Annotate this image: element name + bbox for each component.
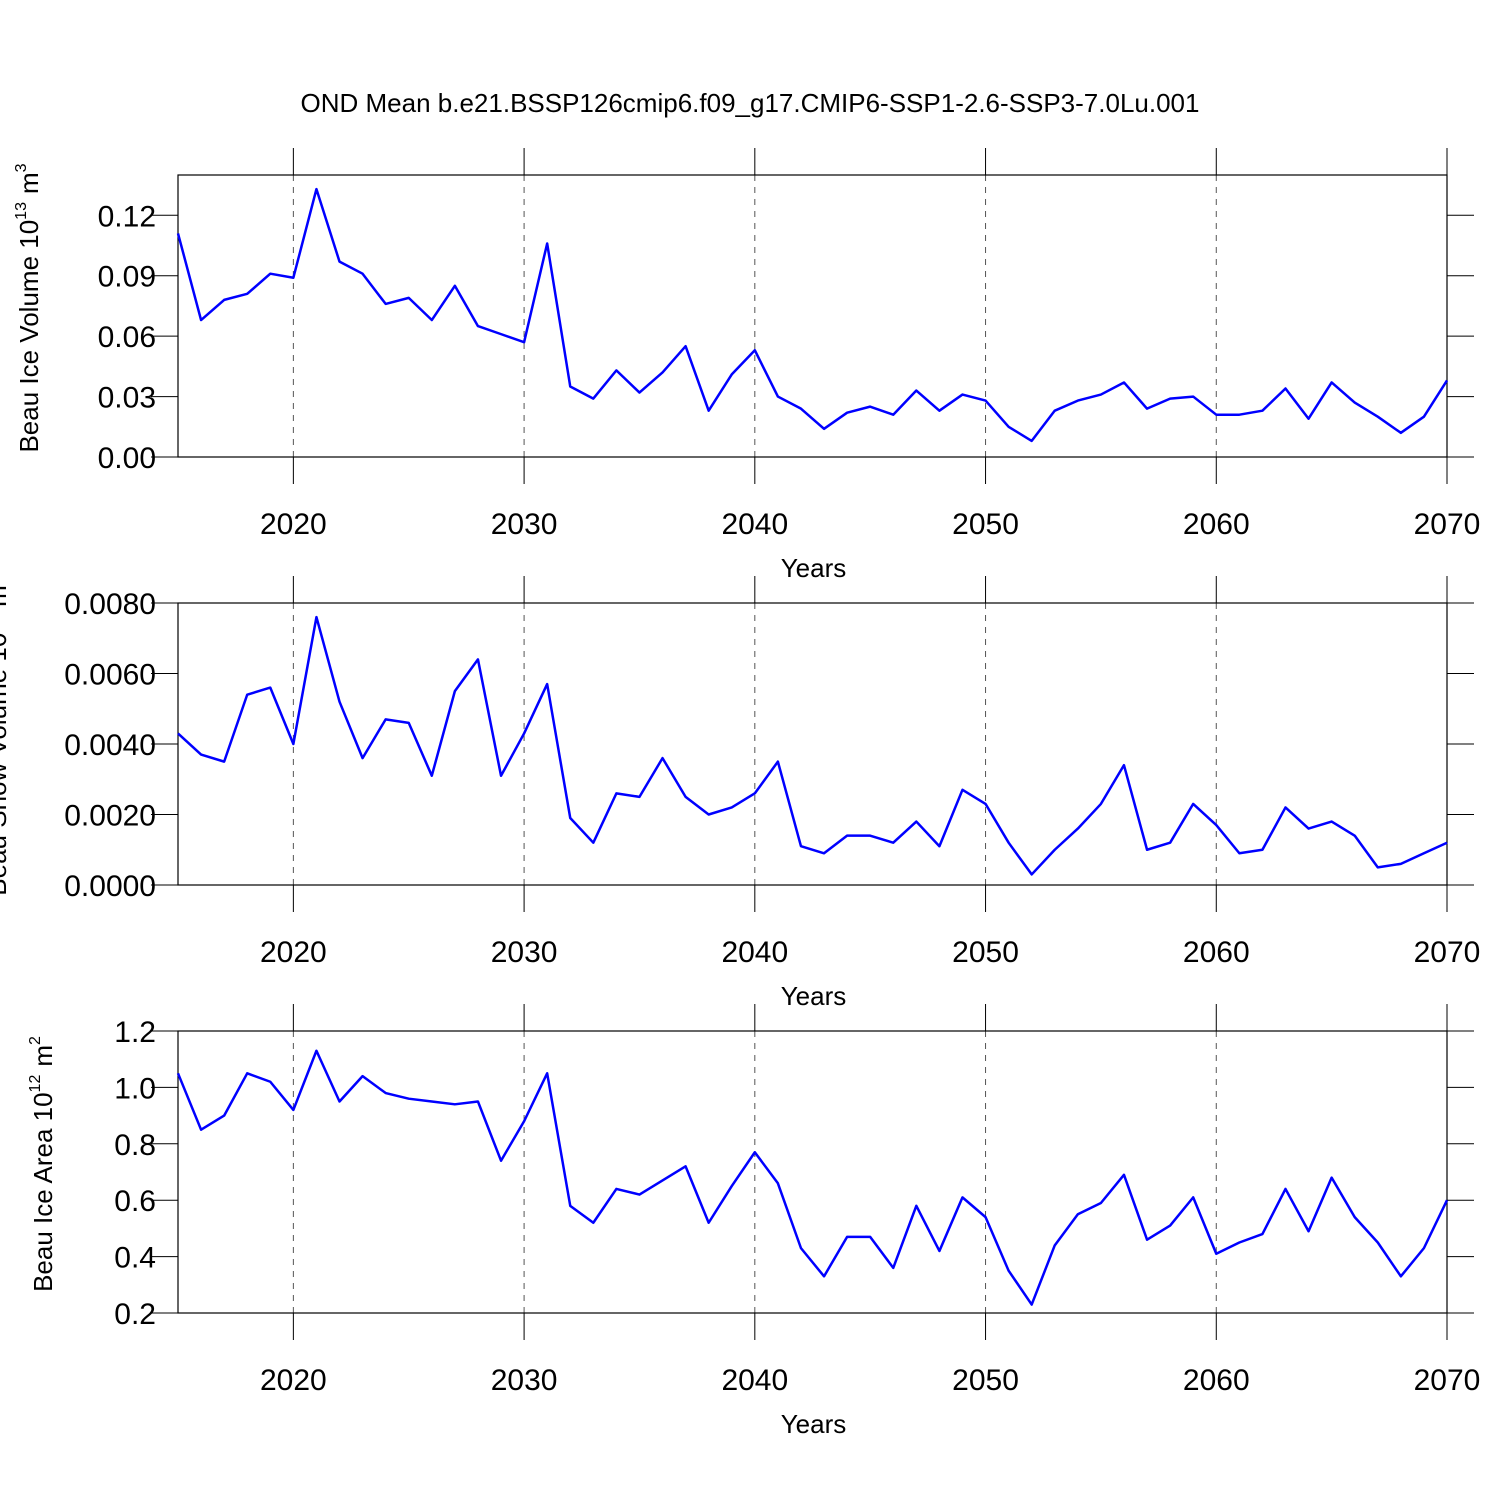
y-tick-label: 0.00: [98, 442, 156, 475]
x-tick-label: 2050: [952, 508, 1019, 541]
data-line: [177, 615, 1448, 876]
x-axis-label: Years: [781, 553, 847, 583]
y-axis-label-unit-exponent: 3: [13, 163, 30, 172]
y-axis-label: Beau Snow Volume 1013m3: [0, 576, 12, 896]
x-tick-label: 2040: [721, 936, 788, 969]
x-axis-label: Years: [781, 1409, 847, 1439]
data-line: [176, 187, 1449, 443]
y-tick-label: 1.2: [114, 1016, 156, 1049]
y-axis-label-unit: m: [14, 172, 44, 194]
y-tick-label: 0.6: [114, 1185, 156, 1218]
x-tick-label: 2040: [721, 508, 788, 541]
y-tick-label: 0.12: [98, 200, 156, 233]
data-line: [176, 1049, 1449, 1306]
x-tick-label: 2020: [260, 1364, 327, 1397]
y-tick-label: 0.0060: [64, 659, 156, 692]
y-axis-label-exponent: 13: [13, 202, 30, 220]
plot-frame: [177, 174, 1448, 458]
y-axis-label-text: Beau Ice Area 10: [28, 1092, 58, 1291]
x-tick-label: 2020: [260, 508, 327, 541]
x-tick-label: 2070: [1414, 508, 1481, 541]
x-tick-label: 2030: [491, 508, 558, 541]
y-tick-label: 0.03: [98, 382, 156, 415]
x-tick-label: 2050: [952, 936, 1019, 969]
x-tick-label: 2060: [1183, 936, 1250, 969]
y-tick-label: 0.06: [98, 321, 156, 354]
y-tick-label: 1.0: [114, 1072, 156, 1105]
y-tick-label: 0.09: [98, 261, 156, 294]
x-tick-label: 2050: [952, 1364, 1019, 1397]
y-tick-label: 0.4: [114, 1242, 156, 1275]
y-axis-label-exponent: 12: [27, 1075, 44, 1093]
x-tick-label: 2070: [1414, 936, 1481, 969]
x-tick-label: 2060: [1183, 508, 1250, 541]
y-axis-label-text: Beau Snow Volume 10: [0, 633, 12, 896]
y-axis-label-unit: m: [28, 1045, 58, 1067]
y-axis-label-unit: m: [0, 585, 12, 607]
y-tick-label: 0.0080: [64, 588, 156, 621]
x-axis-label: Years: [781, 981, 847, 1011]
y-tick-label: 0.2: [114, 1298, 156, 1331]
y-axis-label: Beau Ice Volume 1013 m3: [13, 163, 44, 452]
x-tick-label: 2070: [1414, 1364, 1481, 1397]
plot-frame: [177, 602, 1448, 886]
y-tick-label: 0.0020: [64, 800, 156, 833]
plot-frame: [177, 1030, 1448, 1314]
x-tick-label: 2030: [491, 1364, 558, 1397]
x-tick-label: 2060: [1183, 1364, 1250, 1397]
x-tick-label: 2040: [721, 1364, 788, 1397]
x-tick-label: 2030: [491, 936, 558, 969]
y-tick-label: 0.8: [114, 1129, 156, 1162]
y-tick-label: 0.0000: [64, 870, 156, 903]
x-tick-label: 2020: [260, 936, 327, 969]
y-axis-label: Beau Ice Area 1012 m2: [27, 1036, 58, 1292]
y-axis-label-text: Beau Ice Volume 10: [14, 220, 44, 453]
y-axis-label-unit-exponent: 2: [27, 1036, 44, 1045]
chart-title: OND Mean b.e21.BSSP126cmip6.f09_g17.CMIP…: [301, 88, 1200, 118]
y-tick-label: 0.0040: [64, 729, 156, 762]
